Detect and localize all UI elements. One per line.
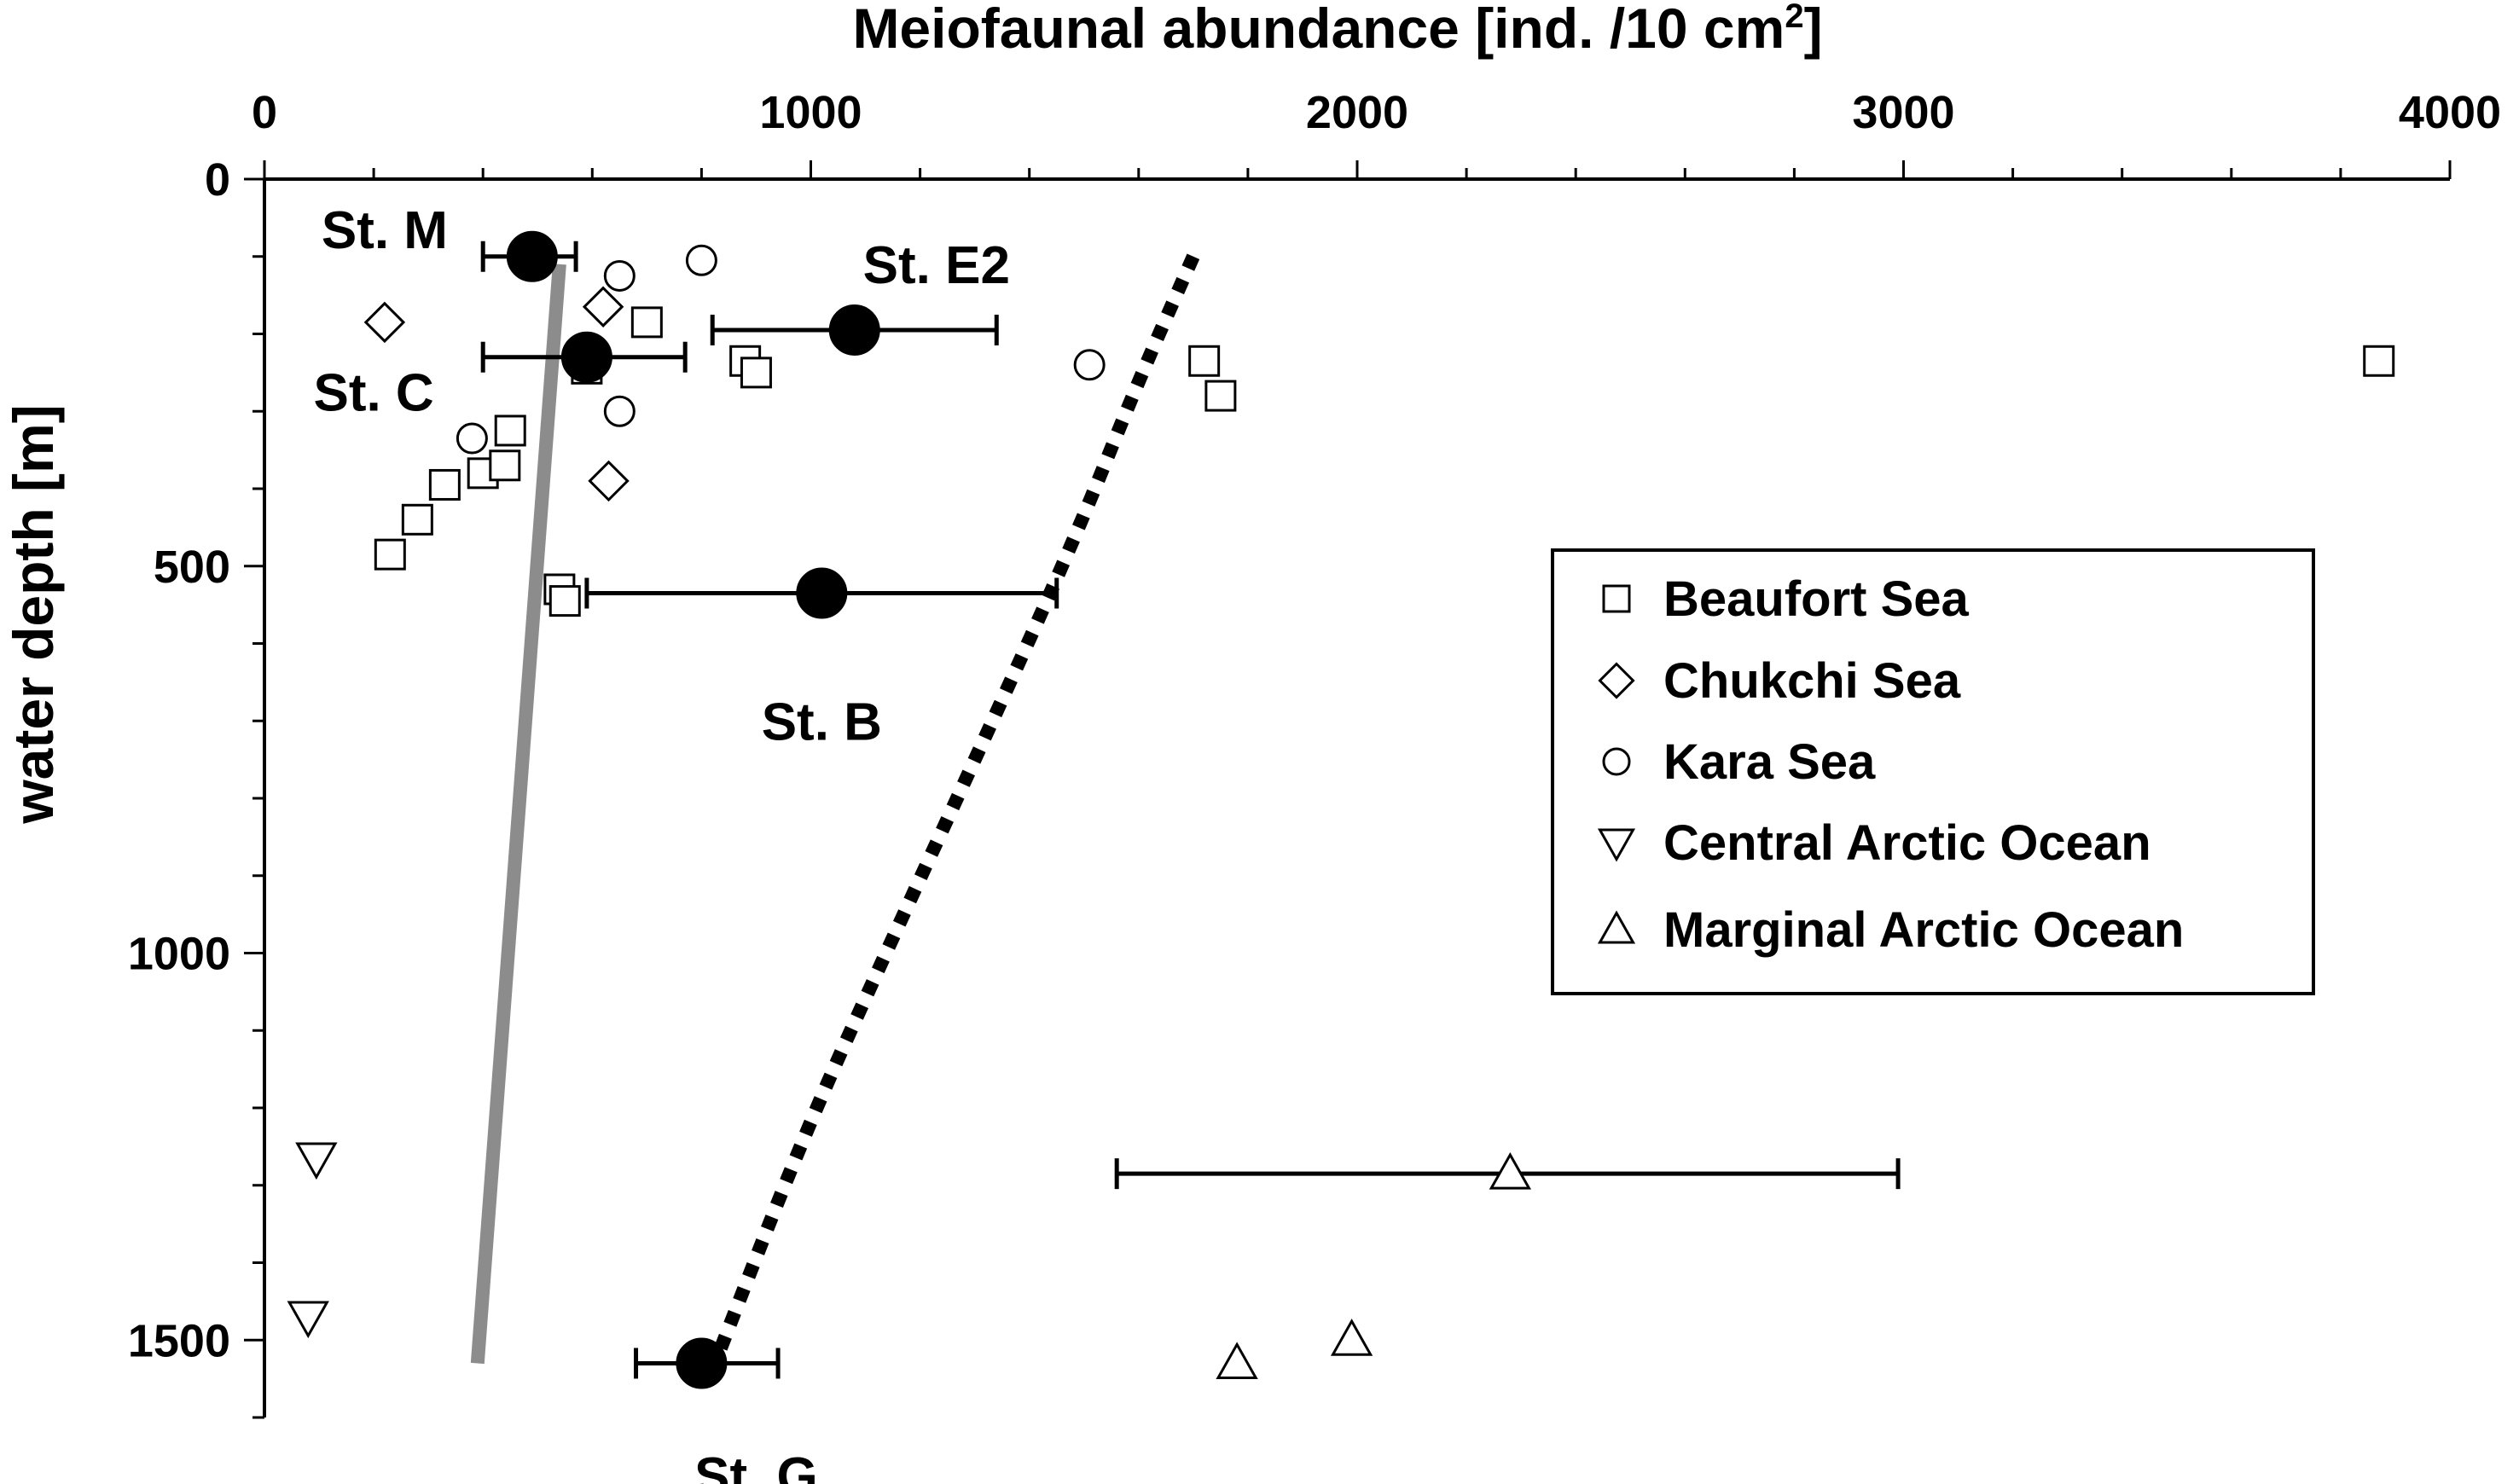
point-diamond [582,286,624,328]
y-tick-label: 500 [154,542,230,593]
legend-label: Chukchi Sea [1663,653,1961,709]
point-square [2363,345,2395,377]
legend-item: Beaufort Sea [1602,571,1970,627]
x-tick-label: 0 [252,87,277,138]
point-circle [685,244,717,276]
axes: 0 1000 2000 3000 4000 0 500 1000 1500 [128,87,2501,1419]
station-point [506,230,558,282]
x-tick-label: 1000 [759,87,862,138]
point-circle [603,259,636,292]
legend-label: Kara Sea [1663,734,1876,790]
legend-items: Beaufort Sea Chukchi Sea Kara Sea Central A… [1597,571,2184,958]
x-axis-title-superscript: 2 [1785,0,1803,35]
point-square [1204,380,1237,412]
point-triangle-down [295,1142,338,1180]
dotted-trend-line [711,253,1200,1359]
data-points [287,230,2395,1389]
legend-marker-square [1602,584,1631,613]
point-circle [456,422,488,455]
point-circle [603,395,636,427]
point-triangle-down [287,1301,329,1339]
point-square [740,357,772,389]
x-tick-label: 3000 [1852,87,1954,138]
point-square [489,449,521,482]
legend-marker-circle [1602,747,1631,776]
station-label: St. M [322,201,448,260]
legend-label: Central Arctic Ocean [1663,815,2151,871]
station-label: St. B [762,693,882,751]
x-tick-label: 2000 [1306,87,1408,138]
legend-item: Central Arctic Ocean [1597,815,2151,871]
legend-marker-diamond [1598,662,1635,699]
point-square [1188,345,1221,377]
station-point [796,567,848,619]
point-square [494,414,526,447]
point-diamond [588,460,630,502]
point-square [630,306,663,339]
legend-item: Chukchi Sea [1598,653,1961,709]
point-square [401,503,433,536]
solid-trend-line [470,264,566,1365]
station-label: St. E2 [863,236,1010,295]
x-axis-title-end: ] [1804,0,1823,60]
legend-item: Marginal Arctic Ocean [1597,902,2184,958]
y-axis-title: water depth [m] [2,404,65,824]
point-diamond [363,301,406,344]
station-label: St. C [313,364,433,423]
point-triangle-up [1330,1319,1373,1356]
station-point [560,331,612,383]
x-axis-title-main: Meiofaunal abundance [ind. /10 cm [852,0,1785,60]
station-labels: St. M St. C St. E2 St. B St. G [313,201,1009,1484]
legend-marker-triangle-down [1597,828,1636,862]
legend-label: Beaufort Sea [1663,571,1970,627]
station-label: St. G [694,1447,818,1484]
point-square [374,538,406,571]
point-square [548,585,581,617]
station-point [828,304,880,356]
point-triangle-up [1216,1342,1258,1379]
point-square [428,468,461,501]
y-tick-label: 0 [205,154,230,206]
trend-lines [470,253,1200,1365]
legend: Beaufort Sea Chukchi Sea Kara Sea Central A… [1551,548,2315,995]
point-triangle-up [1489,1151,1532,1190]
y-tick-label: 1500 [128,1315,230,1366]
x-tick-label: 4000 [2399,87,2501,138]
legend-box [1551,548,2315,995]
legend-marker-triangle-up [1597,910,1636,944]
legend-label: Marginal Arctic Ocean [1663,902,2184,958]
y-tick-label: 1000 [128,929,230,980]
legend-item: Kara Sea [1602,734,1876,790]
station-point [676,1337,728,1389]
point-circle [1073,349,1106,381]
x-axis-title: Meiofaunal abundance [ind. /10 cm2] [852,0,1822,60]
